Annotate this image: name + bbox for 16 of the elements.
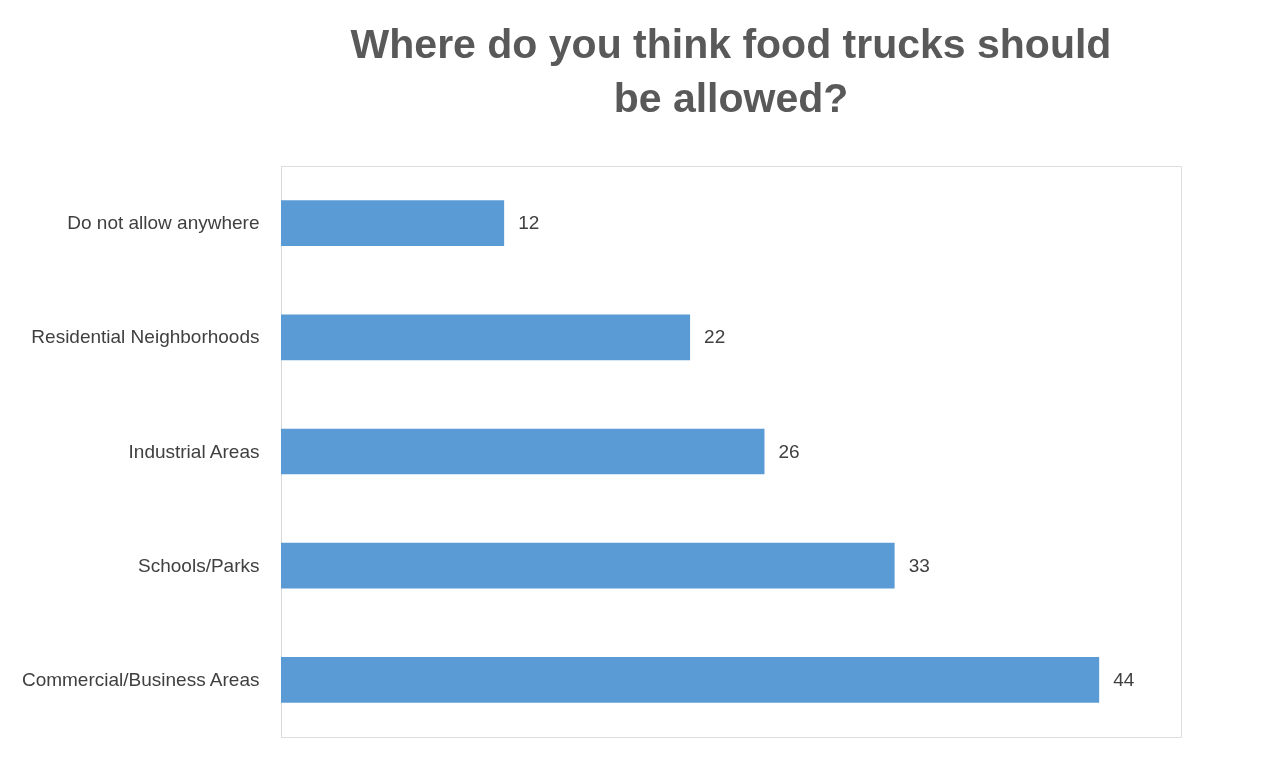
bar — [281, 314, 691, 361]
y-tick-label: Commercial/Business Areas — [21, 668, 260, 690]
bar — [281, 200, 505, 246]
data-label: 12 — [518, 212, 540, 234]
data-label: 26 — [778, 440, 800, 462]
data-label: 33 — [908, 554, 930, 576]
bar — [281, 428, 765, 475]
y-tick-label: Residential Neighborhoods — [31, 326, 260, 348]
y-tick-label: Industrial Areas — [128, 440, 260, 462]
y-tick-label: Do not allow anywhere — [67, 212, 260, 234]
y-tick-label: Schools/Parks — [138, 554, 260, 576]
chart-title: Where do you think food trucks should be allowed? — [350, 21, 1112, 121]
bar — [281, 542, 895, 589]
data-label: 22 — [704, 326, 726, 348]
data-label: 44 — [1113, 668, 1135, 690]
bar — [281, 657, 1100, 703]
